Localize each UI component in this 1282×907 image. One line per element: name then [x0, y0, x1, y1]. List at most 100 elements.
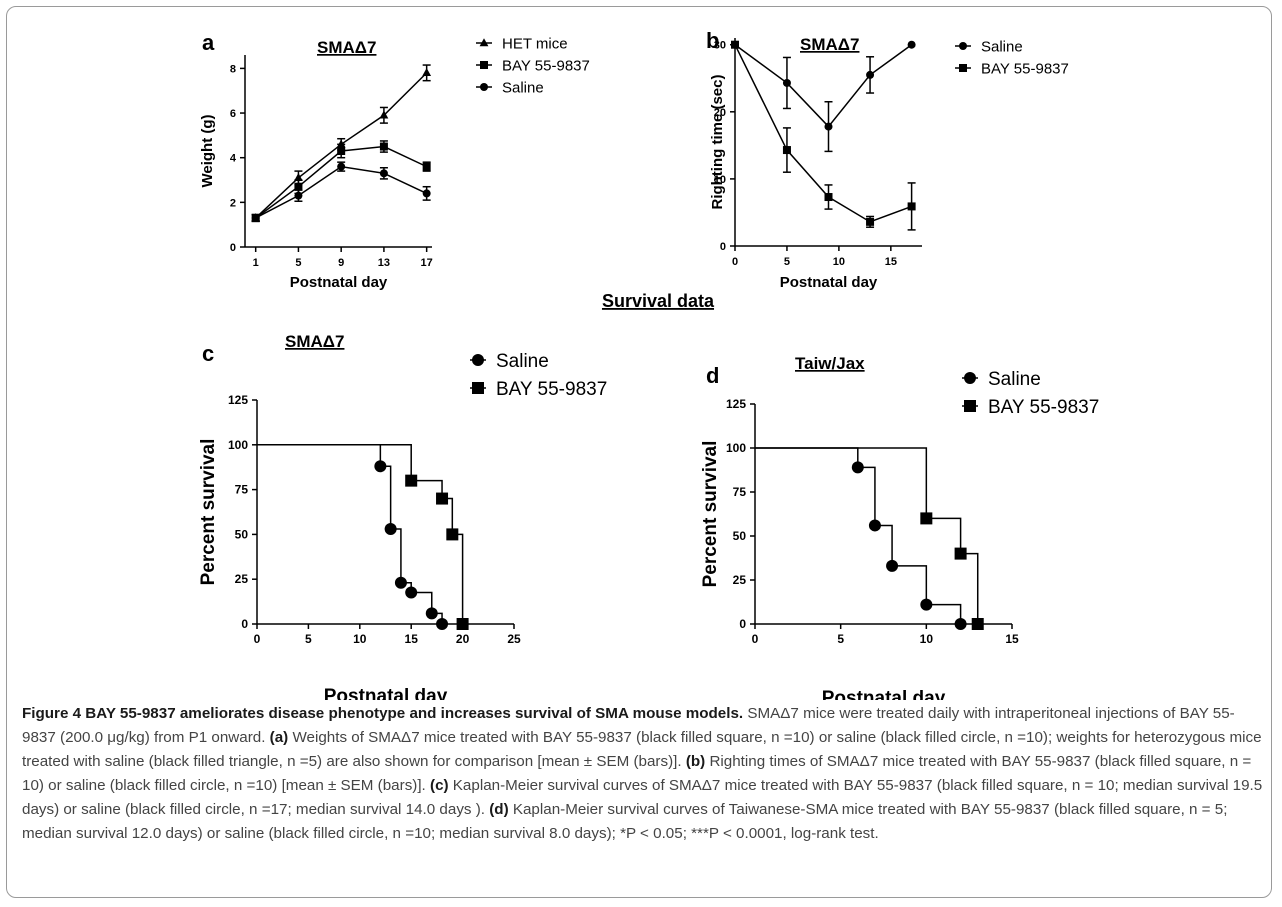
panel-a-legend-marker	[480, 61, 488, 69]
panel-d-legend-marker	[964, 400, 976, 412]
panel-d-x-tick-label: 0	[752, 632, 759, 646]
panel-a-series-saline-point	[422, 189, 431, 198]
panel-a-series-saline-point	[379, 169, 388, 178]
panel-c-series-bay-55-9837-point	[446, 528, 459, 541]
panel-a-y-tick-label: 6	[230, 108, 236, 120]
panel-a-y-tick-label: 0	[230, 242, 236, 254]
panel-a-y-tick-label: 4	[230, 153, 237, 165]
panel-d-series-saline-point	[954, 618, 967, 630]
caption-a-tag: (a)	[269, 729, 289, 746]
panel-a-series-saline-point	[294, 191, 303, 200]
panel-c-y-tick-label: 50	[235, 527, 249, 541]
panel-b-x-tick-label: 0	[732, 256, 738, 268]
panel-c-x-tick-label: 15	[405, 632, 419, 646]
panel-d-series-saline-point	[851, 461, 864, 474]
panel-a-y-axis-label: Weight (g)	[199, 114, 216, 187]
panel-b-legend-marker	[959, 42, 967, 50]
panel-a-title: SMAΔ7	[317, 38, 376, 57]
panel-d-y-tick-label: 100	[726, 441, 746, 455]
panel-a-y-tick-label: 8	[230, 63, 236, 75]
panel-b-x-axis-label: Postnatal day	[780, 274, 878, 291]
panel-d-legend-label: Saline	[988, 369, 1041, 390]
panel-d-y-axis-label: Percent survival	[700, 441, 721, 588]
caption-c-tag: (c)	[430, 777, 449, 794]
panel-a-legend-marker	[480, 83, 488, 91]
panel-c-series-saline-point	[384, 523, 397, 536]
panel-c-letter: c	[202, 341, 214, 366]
panel-a-x-tick-label: 1	[253, 257, 259, 269]
panel-d-series-saline-line	[755, 447, 962, 624]
panel-a-y-tick-label: 2	[230, 197, 236, 209]
panel-b-y-tick-label: 10	[714, 174, 726, 186]
panel-c-legend-marker	[472, 354, 484, 366]
panel-c-series-bay-55-9837-point	[436, 492, 449, 505]
panel-b-series-bay-55-9837-point	[866, 217, 875, 226]
panel-b-letter: b	[706, 28, 719, 53]
section-title: Survival data	[602, 291, 715, 311]
panel-b-series-bay-55-9837-point	[824, 193, 833, 202]
panel-a-series-saline-line	[255, 165, 427, 219]
panel-c-legend-label: BAY 55-9837	[496, 379, 607, 400]
panel-c-y-tick-label: 0	[241, 617, 248, 631]
caption-label: Figure 4 BAY 55-9837 ameliorates disease…	[22, 705, 744, 722]
panel-c-series-saline-point	[405, 586, 418, 599]
figure-caption: Figure 4 BAY 55-9837 ameliorates disease…	[22, 702, 1267, 846]
panel-c-series-saline-point	[436, 618, 449, 630]
panel-d-series-bay-55-9837-line	[755, 447, 979, 624]
caption-b-text: Righting times of SMAΔ7 mice treated wit…	[22, 753, 1252, 794]
panel-b-x-tick-label: 15	[885, 256, 897, 268]
panel-d-letter: d	[706, 363, 719, 388]
panel-c-y-tick-label: 125	[228, 393, 248, 407]
panel-c-y-tick-label: 100	[228, 438, 248, 452]
panel-d-y-tick-label: 0	[739, 617, 746, 631]
panel-b-series-bay-55-9837-point	[782, 146, 791, 155]
panel-d-x-tick-label: 10	[920, 632, 934, 646]
panel-b-series-saline-point	[907, 40, 916, 49]
panel-d-y-tick-label: 75	[733, 485, 747, 499]
panel-b-y-tick-label: 30	[714, 40, 726, 52]
figure-frame	[6, 6, 1272, 898]
panel-d-legend-marker	[964, 372, 976, 384]
panel-a-x-tick-label: 17	[421, 257, 433, 269]
panel-a-legend-marker	[479, 38, 489, 47]
panel-b-series-bay-55-9837-point	[731, 40, 739, 49]
panel-c-x-tick-label: 0	[254, 632, 261, 646]
panel-d-legend-label: BAY 55-9837	[988, 397, 1099, 418]
panel-b-y-axis-label: Righting time (sec)	[709, 74, 726, 209]
panel-a-series-het-mice-point	[294, 172, 303, 181]
panel-b-legend-label: Saline	[981, 38, 1023, 55]
panel-b-x-tick-label: 10	[833, 256, 845, 268]
panel-b-series-saline-line	[734, 44, 913, 128]
panel-a-legend-label: Saline	[502, 79, 544, 96]
panel-d-series-bay-55-9837-point	[954, 547, 967, 560]
panel-b-legend-label: BAY 55-9837	[981, 60, 1069, 77]
caption-intro: SMAΔ7 mice were treated daily with intra…	[22, 705, 1235, 746]
panel-c-legend-marker	[472, 382, 484, 394]
panel-a-series-bay-55-9837-point	[422, 162, 431, 171]
panel-a-series-het-mice-point	[336, 139, 346, 148]
panel-b-series-saline-point	[782, 78, 791, 87]
panel-d-title: Taiw/Jax	[795, 354, 865, 373]
panel-c-x-tick-label: 20	[456, 632, 470, 646]
panel-c-title: SMAΔ7	[285, 332, 344, 351]
panel-d-x-tick-label: 15	[1005, 632, 1019, 646]
panel-a-letter: a	[202, 30, 215, 55]
panel-d-y-tick-label: 50	[733, 529, 747, 543]
panel-a-series-saline-point	[251, 213, 260, 222]
panel-c-y-tick-label: 75	[235, 483, 249, 497]
panel-a-series-het-mice-point	[422, 68, 432, 77]
panel-a-x-axis-label: Postnatal day	[290, 274, 388, 291]
panel-a-legend-label: HET mice	[502, 35, 568, 52]
panel-a-series-bay-55-9837-point	[294, 182, 303, 191]
panel-a-x-tick-label: 13	[378, 257, 390, 269]
panel-b-y-tick-label: 20	[714, 107, 726, 119]
panel-c-x-tick-label: 25	[507, 632, 521, 646]
panel-d-series-bay-55-9837-point	[920, 512, 933, 525]
panel-d-series-saline-point	[886, 559, 899, 572]
panel-c-series-saline-point	[374, 460, 387, 473]
panel-d-series-saline-point	[868, 519, 881, 532]
panel-a-x-tick-label: 5	[295, 257, 301, 269]
panel-b-series-bay-55-9837-line	[734, 44, 912, 223]
caption-b-tag: (b)	[685, 753, 706, 770]
